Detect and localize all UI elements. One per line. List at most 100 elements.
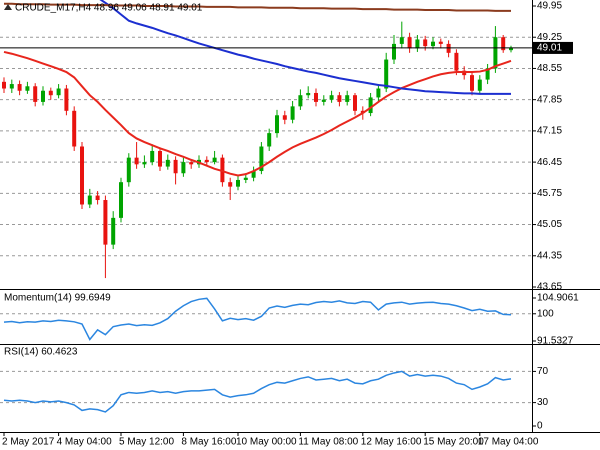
y-tick-label: 43.65 xyxy=(537,282,562,293)
panel-title: RSI(14) 60.4623 xyxy=(4,347,78,358)
x-tick-label: 15 May 20:00 xyxy=(423,437,484,448)
symbol-icon xyxy=(4,4,12,10)
candle-body xyxy=(9,84,14,89)
candle-body xyxy=(150,150,155,163)
candle-body xyxy=(353,95,357,111)
candle-body xyxy=(103,200,108,245)
candle-body xyxy=(158,150,162,167)
candle-body xyxy=(134,157,139,165)
candle-body xyxy=(243,177,248,180)
candle-body xyxy=(259,146,264,172)
candle-body xyxy=(368,97,373,114)
candle-body xyxy=(95,195,100,201)
candle-body xyxy=(431,41,435,47)
indicator-line xyxy=(99,0,511,95)
candle-body xyxy=(64,88,69,111)
candle-body xyxy=(181,162,186,174)
x-tick-label: 12 May 16:00 xyxy=(361,437,422,448)
candle-body xyxy=(298,95,303,107)
candle-body xyxy=(142,162,147,165)
indicator-line xyxy=(3,297,512,341)
labels: CRUDE_M17,H4 48.96 49.06 48.91 49.01 49.9… xyxy=(2,1,579,448)
candle-body xyxy=(48,90,53,96)
candle-body xyxy=(56,88,61,96)
y-tick-label: 30 xyxy=(537,397,549,408)
y-tick-label: 47.85 xyxy=(537,94,562,105)
candle-body xyxy=(2,81,6,89)
y-tick-label: 104.9061 xyxy=(537,293,579,304)
candle-body xyxy=(392,43,396,60)
candle-body xyxy=(275,115,279,134)
candle-body xyxy=(438,41,443,44)
y-tick-label: 45.05 xyxy=(537,219,562,230)
last-price-box xyxy=(533,41,573,54)
indicator-line xyxy=(4,2,511,12)
x-tick-label: 8 May 16:00 xyxy=(181,437,236,448)
candle-body xyxy=(314,92,318,102)
candle-body xyxy=(251,171,256,178)
x-tick-label: 17 May 04:00 xyxy=(478,437,539,448)
candle-body xyxy=(72,110,77,147)
candle-body xyxy=(189,162,194,165)
y-tick-label: 45.75 xyxy=(537,188,562,199)
y-tick-label: 47.15 xyxy=(537,126,562,137)
candle-body xyxy=(477,79,482,91)
marks xyxy=(0,0,532,413)
candle-body xyxy=(25,86,30,91)
candle-body xyxy=(165,159,170,167)
x-tick-label: 2 May 2017 xyxy=(2,437,55,448)
x-tick-label: 11 May 08:00 xyxy=(298,437,358,448)
candle-body xyxy=(470,75,474,91)
y-tick-label: 48.55 xyxy=(537,63,562,74)
candle-body xyxy=(17,84,22,91)
candle-body xyxy=(41,90,45,102)
candle-body xyxy=(493,37,498,69)
candle-body xyxy=(33,86,38,102)
indicator-line xyxy=(3,370,512,413)
candle-body xyxy=(337,95,342,102)
x-tick-label: 4 May 04:00 xyxy=(57,437,112,448)
indicator-line xyxy=(3,50,512,177)
y-tick-label: 91.5327 xyxy=(537,336,574,347)
candle-body xyxy=(220,157,225,183)
candle-body xyxy=(321,99,326,102)
y-tick-label: 0 xyxy=(537,421,543,432)
panel-plot xyxy=(3,370,512,413)
candle-body xyxy=(111,217,116,245)
candle-body xyxy=(126,157,131,183)
candle-body xyxy=(282,115,287,120)
panel-title: CRUDE_M17,H4 48.96 49.06 48.91 49.01 xyxy=(15,3,203,14)
candle-body xyxy=(501,37,506,51)
x-tick-label: 10 May 00:00 xyxy=(236,437,297,448)
candle-body xyxy=(119,182,123,218)
candle-body xyxy=(306,92,311,96)
candle-body xyxy=(87,195,92,205)
candle-body xyxy=(204,159,209,163)
candle-body xyxy=(329,95,334,100)
panel-title: Momentum(14) 99.6949 xyxy=(4,293,111,304)
panel-plot xyxy=(3,297,512,341)
candle-body xyxy=(290,106,295,120)
candle-body xyxy=(415,39,420,49)
candle-body xyxy=(236,179,240,187)
candle-body xyxy=(407,37,412,49)
candle-body xyxy=(173,159,178,174)
x-tick-label: 5 May 12:00 xyxy=(119,437,174,448)
y-tick-label: 44.35 xyxy=(537,250,562,261)
y-tick-label: 49.25 xyxy=(537,32,562,43)
candle-body xyxy=(212,157,217,163)
candle-body xyxy=(228,182,233,187)
y-tick-label: 49.95 xyxy=(537,1,562,12)
candle-body xyxy=(399,37,404,44)
candle-body xyxy=(376,88,381,98)
frame xyxy=(0,0,600,433)
candle-body xyxy=(267,133,272,147)
y-tick-label: 100 xyxy=(537,308,554,319)
panel-plot xyxy=(0,0,532,279)
candle-body xyxy=(345,95,350,102)
y-tick-label: 70 xyxy=(537,366,549,377)
candle-body xyxy=(384,59,389,89)
y-tick-label: 46.45 xyxy=(537,157,562,168)
candle-body xyxy=(423,39,428,47)
